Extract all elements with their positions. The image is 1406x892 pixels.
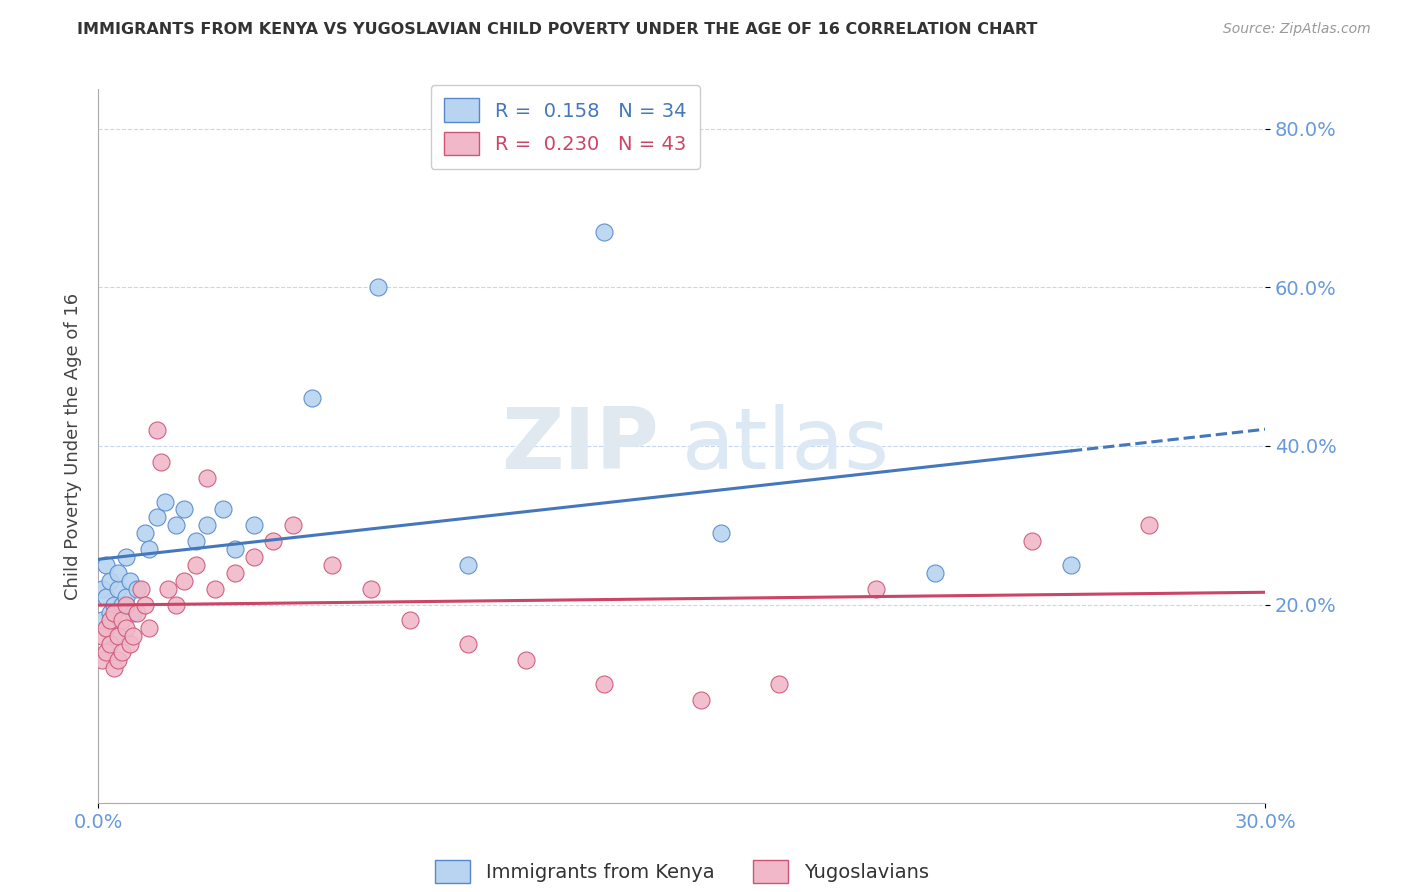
Point xyxy=(98,614,121,628)
Point xyxy=(184,534,207,549)
Point xyxy=(114,590,136,604)
Point xyxy=(118,574,141,588)
Point xyxy=(129,582,152,596)
Point xyxy=(96,621,118,635)
Point xyxy=(134,598,156,612)
Text: ZIP: ZIP xyxy=(501,404,658,488)
Point xyxy=(321,558,343,572)
Point xyxy=(165,518,187,533)
Point xyxy=(243,549,266,564)
Text: atlas: atlas xyxy=(682,404,890,488)
Point xyxy=(91,629,114,643)
Point xyxy=(360,582,382,596)
Point xyxy=(103,661,125,675)
Point xyxy=(710,526,733,541)
Point xyxy=(103,629,125,643)
Point xyxy=(103,598,125,612)
Point xyxy=(127,606,149,620)
Point xyxy=(138,542,160,557)
Point xyxy=(398,614,420,628)
Point xyxy=(138,621,160,635)
Point xyxy=(122,629,145,643)
Point xyxy=(212,502,235,516)
Point xyxy=(146,510,169,524)
Point xyxy=(146,423,169,437)
Point xyxy=(122,606,145,620)
Point xyxy=(593,677,616,691)
Point xyxy=(865,582,887,596)
Point xyxy=(195,471,218,485)
Point xyxy=(98,606,121,620)
Point xyxy=(107,629,129,643)
Point xyxy=(96,645,118,659)
Point xyxy=(114,549,136,564)
Text: Source: ZipAtlas.com: Source: ZipAtlas.com xyxy=(1223,22,1371,37)
Point xyxy=(262,534,284,549)
Point xyxy=(1137,518,1160,533)
Point xyxy=(457,637,479,651)
Point xyxy=(98,637,121,651)
Point xyxy=(281,518,304,533)
Point xyxy=(149,455,172,469)
Point xyxy=(1021,534,1043,549)
Point xyxy=(243,518,266,533)
Point xyxy=(111,645,134,659)
Legend: Immigrants from Kenya, Yugoslavians: Immigrants from Kenya, Yugoslavians xyxy=(427,852,936,891)
Y-axis label: Child Poverty Under the Age of 16: Child Poverty Under the Age of 16 xyxy=(63,293,82,599)
Point xyxy=(924,566,946,580)
Point xyxy=(91,614,114,628)
Point xyxy=(593,225,616,239)
Point xyxy=(184,558,207,572)
Point xyxy=(111,598,134,612)
Point xyxy=(195,518,218,533)
Point xyxy=(367,280,389,294)
Point xyxy=(173,574,195,588)
Point xyxy=(301,392,323,406)
Point xyxy=(204,582,226,596)
Point xyxy=(107,653,129,667)
Point xyxy=(98,574,121,588)
Point xyxy=(134,526,156,541)
Point xyxy=(768,677,790,691)
Point xyxy=(224,542,246,557)
Point xyxy=(118,637,141,651)
Point xyxy=(114,598,136,612)
Point xyxy=(107,582,129,596)
Point xyxy=(103,606,125,620)
Point xyxy=(114,621,136,635)
Point xyxy=(153,494,176,508)
Point xyxy=(224,566,246,580)
Point xyxy=(690,692,713,706)
Point xyxy=(515,653,537,667)
Point xyxy=(127,582,149,596)
Point xyxy=(165,598,187,612)
Point xyxy=(111,614,134,628)
Point xyxy=(96,590,118,604)
Point xyxy=(91,582,114,596)
Point xyxy=(1060,558,1083,572)
Point xyxy=(157,582,180,596)
Point xyxy=(91,653,114,667)
Point xyxy=(96,558,118,572)
Point xyxy=(457,558,479,572)
Text: IMMIGRANTS FROM KENYA VS YUGOSLAVIAN CHILD POVERTY UNDER THE AGE OF 16 CORRELATI: IMMIGRANTS FROM KENYA VS YUGOSLAVIAN CHI… xyxy=(77,22,1038,37)
Point xyxy=(173,502,195,516)
Point xyxy=(107,566,129,580)
